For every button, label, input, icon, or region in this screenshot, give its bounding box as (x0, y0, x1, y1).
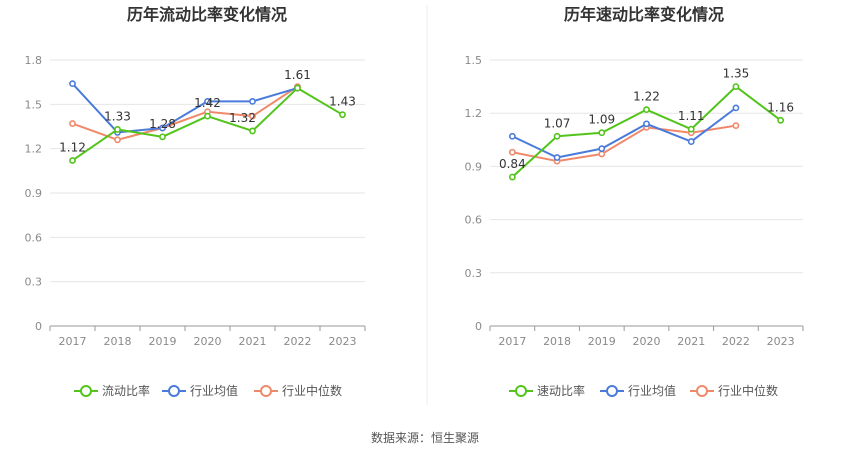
chart2-series-line-2 (511, 107, 737, 159)
chart2-x-tick-label: 2023 (767, 335, 795, 348)
chart2-series-point-1 (598, 129, 606, 137)
chart1-series-line-2 (71, 82, 298, 134)
chart2-series-point-3 (508, 148, 516, 156)
chart2-series-point-1 (732, 83, 740, 90)
chart1-series-line-3 (72, 85, 299, 141)
chart1-x-tick-label: 2020 (194, 335, 222, 348)
chart2-legend-label: 速动比率 (537, 383, 585, 398)
chart2-y-tick-label: 0 (475, 320, 482, 333)
chart1-data-label: 1.28 (149, 117, 176, 131)
chart1-data-label: 1.61 (284, 68, 311, 82)
chart2-y-tick-label: 1.2 (465, 107, 483, 120)
chart2-x-tick-label: 2021 (677, 335, 705, 348)
chart2-series-point-1 (777, 116, 785, 124)
chart2-data-label: 1.11 (678, 109, 705, 123)
chart1-series-point-1 (204, 112, 211, 120)
chart2-data-label: 1.09 (588, 113, 615, 127)
chart2-series-point-2 (508, 132, 516, 140)
data-source: 数据来源：恒生聚源 (371, 430, 479, 445)
chart2-data-label: 1.16 (767, 100, 794, 114)
chart2-y-tick-label: 0.3 (465, 267, 483, 280)
chart1-x-tick-label: 2018 (104, 335, 132, 348)
chart1-data-label: 1.33 (104, 109, 131, 123)
chart1-series-point-3 (69, 120, 76, 127)
chart1-data-label: 1.32 (229, 111, 256, 125)
chart1-legend-label: 行业中位数 (282, 383, 342, 398)
chart2-series-point-3 (732, 122, 740, 130)
chart2-series-point-2 (687, 138, 695, 145)
chart1-x-tick-label: 2017 (59, 335, 87, 348)
chart2-legend-marker (515, 385, 527, 397)
chart2-series-point-2 (732, 104, 740, 112)
chart1-y-tick-label: 1.8 (25, 54, 43, 67)
chart2-y-tick-label: 1.5 (465, 54, 483, 67)
chart1-legend-marker (168, 385, 180, 397)
chart2-data-label: 0.84 (499, 157, 526, 171)
chart2-data-label: 1.22 (633, 90, 660, 104)
chart2-y-tick-label: 0.9 (465, 160, 483, 173)
chart2-x-tick-label: 2019 (588, 335, 616, 348)
chart1-x-tick-label: 2022 (284, 335, 312, 348)
chart1-series-point-1 (339, 111, 346, 119)
chart1-series-point-1 (69, 157, 76, 164)
chart1-series-point-3 (114, 136, 121, 144)
chart1-y-tick-label: 0.9 (25, 187, 43, 200)
chart2-series-point-1 (687, 125, 695, 133)
chart1-y-tick-label: 1.2 (25, 143, 43, 156)
chart1-legend-marker (80, 385, 92, 397)
chart2-x-tick-label: 2018 (543, 335, 571, 348)
chart2-legend-label: 行业均值 (628, 383, 676, 398)
chart2-data-label: 1.07 (544, 116, 571, 130)
chart1-x-tick-label: 2019 (149, 335, 177, 348)
chart1-series-point-2 (159, 124, 166, 132)
chart1-x-tick-label: 2021 (239, 335, 267, 348)
chart1-title: 历年流动比率变化情况 (127, 5, 287, 24)
chart2-x-tick-label: 2017 (498, 335, 526, 348)
chart2-data-label: 1.35 (723, 67, 750, 81)
chart1-series-point-2 (69, 80, 76, 88)
chart2-series-point-1 (508, 173, 516, 181)
chart1-y-tick-label: 1.5 (25, 98, 43, 111)
chart2-series-line-3 (512, 124, 737, 163)
chart2-legend-marker (606, 385, 618, 397)
chart2-series-point-2 (643, 120, 650, 128)
chart1-series-point-1 (114, 126, 121, 133)
chart2-series-point-1 (553, 132, 561, 140)
chart1-x-tick-label: 2023 (329, 335, 357, 348)
chart2-series-point-3 (598, 150, 606, 158)
chart1-data-label: 1.43 (329, 95, 356, 109)
chart2-legend-marker (696, 385, 708, 397)
chart1-series-point-1 (159, 133, 166, 141)
chart2-x-tick-label: 2022 (722, 335, 750, 348)
chart1-series-point-1 (249, 127, 256, 135)
chart1-data-label: 1.12 (59, 140, 86, 154)
chart1-series-point-3 (249, 112, 256, 120)
chart1-series-point-2 (204, 97, 211, 105)
chart1-y-tick-label: 0.6 (25, 231, 43, 244)
chart2-x-tick-label: 2020 (633, 335, 661, 348)
chart2-legend-label: 行业中位数 (718, 383, 778, 398)
chart1-y-tick-label: 0 (35, 320, 42, 333)
chart1-legend-label: 行业均值 (190, 383, 238, 398)
chart2-title: 历年速动比率变化情况 (564, 5, 724, 24)
chart2-series-point-2 (598, 145, 606, 153)
chart1-series-point-2 (249, 97, 256, 105)
chart2-y-tick-label: 0.6 (465, 214, 483, 227)
chart2-series-point-1 (643, 106, 650, 114)
chart1-legend-marker (260, 385, 272, 397)
chart1-legend-label: 流动比率 (102, 383, 150, 398)
chart1-y-tick-label: 0.3 (25, 276, 43, 289)
chart1-data-label: 1.42 (194, 96, 221, 110)
chart2-series-point-2 (553, 154, 561, 161)
chart1-series-point-1 (294, 84, 301, 92)
